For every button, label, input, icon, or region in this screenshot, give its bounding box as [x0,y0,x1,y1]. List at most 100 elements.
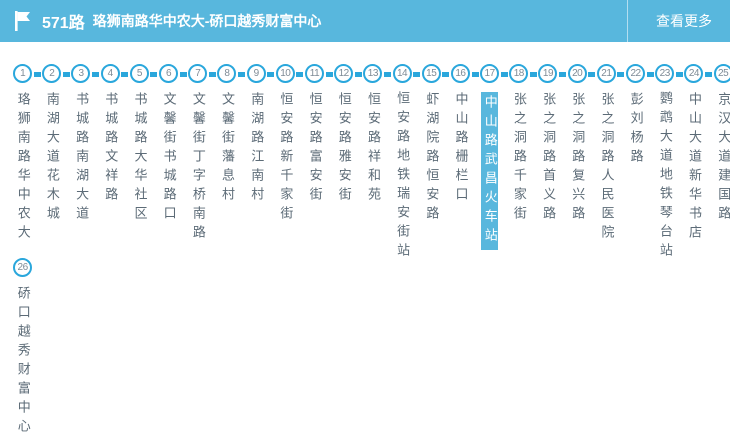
station-name[interactable]: 虾湖院路恒安路 [424,92,438,225]
station-number-badge[interactable]: 2 [42,64,61,83]
station-number-badge[interactable]: 25 [714,64,730,83]
station-number-badge[interactable]: 3 [71,64,90,83]
station-number: 17 [485,69,495,79]
station-node: 25 [709,64,730,84]
station-name[interactable]: 硚口越秀财富中心 [15,286,29,438]
station-name[interactable]: 鹦鹉大道地铁琴台站 [658,91,672,262]
station-number: 13 [368,69,378,79]
station-name[interactable]: 恒安路祥和苑 [366,92,380,206]
station-item-4: 4 书城路文祥路 [96,64,125,258]
station-node: 6 [154,64,183,84]
station-node: 9 [242,64,271,84]
station-name[interactable]: 文馨街藩息村 [220,92,234,206]
station-name[interactable]: 张之洞路首义路 [541,92,555,225]
station-item-2: 2 南湖大道花木城 [37,64,66,258]
station-number: 5 [137,69,142,79]
station-number-badge[interactable]: 21 [597,64,616,83]
station-number-badge[interactable]: 5 [130,64,149,83]
station-item-12: 12 恒安路雅安街 [329,64,358,258]
view-more-link[interactable]: 查看更多 [627,0,730,42]
station-node: 20 [563,64,592,84]
station-name[interactable]: 恒安路新千家街 [278,92,292,225]
station-name[interactable]: 张之洞路复兴路 [570,92,584,225]
station-number-badge[interactable]: 15 [422,64,441,83]
station-number-badge[interactable]: 14 [393,64,412,83]
station-number: 26 [18,263,28,273]
station-node: 23 [650,64,679,83]
station-number-badge[interactable]: 26 [13,258,32,277]
station-item-20: 20 张之洞路复兴路 [563,64,592,258]
station-number-badge[interactable]: 8 [217,64,236,83]
station-name[interactable]: 张之洞路人民医院 [599,92,613,244]
station-name[interactable]: 彭刘杨路 [628,92,642,168]
station-item-16: 16 中山路栅栏口 [446,64,475,258]
station-item-1: 1 珞狮南路华中农大 [8,64,37,258]
station-name[interactable]: 京汉大道建国路 [716,92,730,225]
station-number: 20 [572,69,582,79]
station-item-7: 7 文馨街丁字桥南路 [183,64,212,258]
station-number-badge[interactable]: 16 [451,64,470,83]
station-node: 14 [387,64,416,83]
stations-row-2: 26 硚口越秀财富中心 [0,258,730,438]
station-name[interactable]: 中山大道新华书店 [687,92,701,244]
station-name[interactable]: 南湖路江南村 [249,92,263,206]
station-name[interactable]: 恒安路地铁瑞安街站 [395,91,409,262]
station-node: 12 [329,64,358,84]
station-number: 8 [224,69,229,79]
station-node: 4 [96,64,125,84]
station-number-badge[interactable]: 4 [101,64,120,83]
station-number-badge[interactable]: 20 [568,64,587,83]
route-description: 珞狮南路华中农大-硚口越秀财富中心 [93,11,322,31]
station-item-13: 13 恒安路祥和苑 [358,64,387,258]
station-node: 11 [300,64,329,84]
station-item-3: 3 书城路南湖大道 [66,64,95,258]
station-number-badge[interactable]: 19 [538,64,557,83]
station-item-25: 25 京汉大道建国路 [709,64,730,258]
station-name[interactable]: 珞狮南路华中农大 [15,92,29,244]
station-number-badge[interactable]: 13 [363,64,382,83]
station-name[interactable]: 恒安路富安街 [307,92,321,206]
station-number-badge[interactable]: 1 [13,64,32,83]
station-item-26: 26 硚口越秀财富中心 [8,258,37,438]
station-item-19: 19 张之洞路首义路 [533,64,562,258]
station-number-badge[interactable]: 24 [684,64,703,83]
stations-row-1: 1 珞狮南路华中农大 2 南湖大道花木城 3 书城路南湖大道 4 书城路文祥路 … [0,64,730,258]
station-number: 4 [108,69,113,79]
station-name[interactable]: 恒安路雅安街 [337,92,351,206]
station-number-badge[interactable]: 6 [159,64,178,83]
station-name[interactable]: 书城路文祥路 [103,92,117,206]
station-node: 10 [271,64,300,84]
station-name[interactable]: 文馨街书城路口 [161,92,175,225]
station-node: 1 [8,64,37,84]
station-name[interactable]: 中山路武昌火车站 [481,92,497,250]
station-number-badge[interactable]: 17 [480,64,499,83]
station-name[interactable]: 书城路大华社区 [132,92,146,225]
station-item-21: 21 张之洞路人民医院 [592,64,621,258]
view-more-label: 查看更多 [656,11,712,31]
station-number-badge[interactable]: 12 [334,64,353,83]
station-name[interactable]: 书城路南湖大道 [74,92,88,225]
station-name[interactable]: 张之洞路千家街 [512,92,526,225]
station-number-badge[interactable]: 23 [655,64,674,83]
station-number-badge[interactable]: 22 [626,64,645,83]
station-number-badge[interactable]: 11 [305,64,324,83]
station-number-badge[interactable]: 7 [188,64,207,83]
station-name[interactable]: 南湖大道花木城 [45,92,59,225]
station-number-badge[interactable]: 9 [247,64,266,83]
station-number: 15 [426,69,436,79]
station-node: 26 [8,258,37,278]
station-item-23: 23 鹦鹉大道地铁琴台站 [650,64,679,258]
station-item-6: 6 文馨街书城路口 [154,64,183,258]
station-name[interactable]: 中山路栅栏口 [453,92,467,206]
station-number-badge[interactable]: 18 [509,64,528,83]
route-header: 571路 珞狮南路华中农大-硚口越秀财富中心 查看更多 [0,0,730,42]
station-name[interactable]: 文馨街丁字桥南路 [191,92,205,244]
station-item-10: 10 恒安路新千家街 [271,64,300,258]
station-number: 9 [254,69,259,79]
station-node: 17 [475,64,504,84]
station-number: 6 [166,69,171,79]
station-node: 3 [66,64,95,84]
station-number-badge[interactable]: 10 [276,64,295,83]
station-item-14: 14 恒安路地铁瑞安街站 [387,64,416,258]
station-number: 12 [339,69,349,79]
